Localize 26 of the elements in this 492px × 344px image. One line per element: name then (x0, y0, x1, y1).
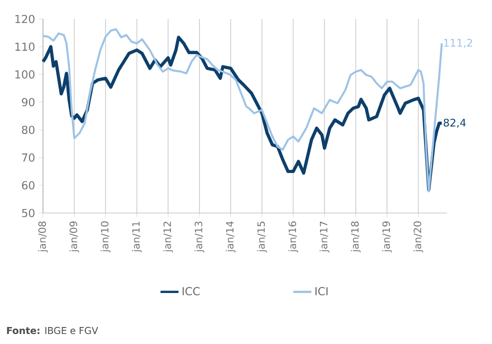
annotation: 82,4 (444, 118, 466, 128)
x-tick-label: jan/18 (350, 221, 361, 252)
x-tick-label: jan/19 (382, 221, 392, 252)
y-tick-label: 110 (15, 42, 34, 51)
legend-label: ICC (182, 287, 200, 296)
x-tick-label: jan/12 (163, 222, 173, 252)
x-tick-label: jan/15 (257, 222, 267, 252)
x-tick-label: jan/16 (288, 221, 298, 252)
y-tick-label: 90 (22, 98, 34, 106)
text: Fonte: IBGE e FGV (7, 326, 98, 334)
y-tick-label: 100 (15, 70, 34, 79)
x-tick-label: jan/11 (132, 222, 142, 252)
x-tick-label: jan/13 (194, 222, 204, 252)
y-tick-label: 50 (22, 208, 34, 218)
y-tick-label: 120 (15, 14, 34, 24)
x-tick-label: jan/09 (69, 221, 80, 252)
annotation: 111,2 (444, 38, 472, 48)
y-tick-label: 60 (22, 181, 34, 190)
x-tick-label: jan/20 (413, 221, 424, 252)
y-tick-label: 80 (22, 126, 34, 134)
y-tick-label: 70 (22, 153, 34, 162)
x-tick-label: jan/14 (226, 221, 236, 252)
x-tick-label: jan/10 (100, 221, 110, 252)
x-tick-label: jan/08 (38, 221, 48, 252)
x-tick-label: jan/17 (320, 222, 330, 252)
legend-label: ICI (316, 287, 328, 296)
